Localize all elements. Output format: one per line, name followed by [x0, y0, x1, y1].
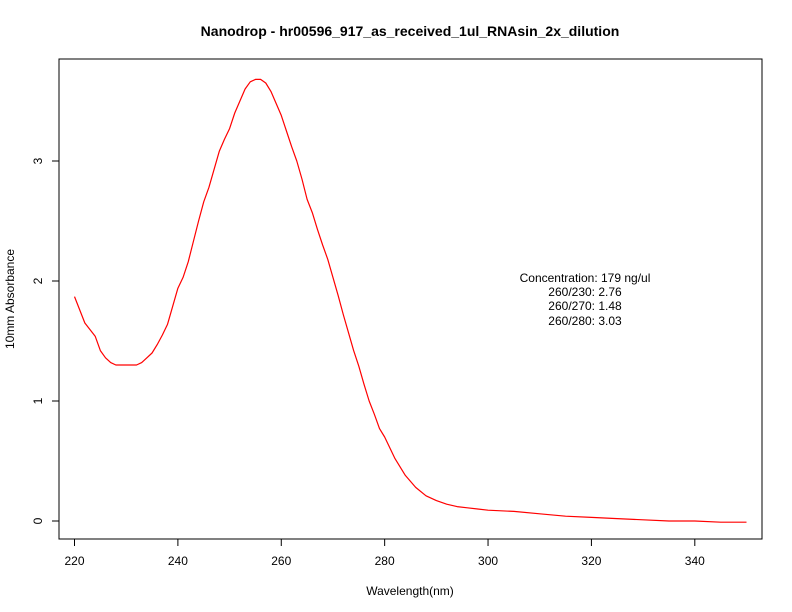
y-tick-label: 3 — [31, 157, 45, 164]
x-tick-label: 240 — [168, 554, 188, 568]
x-axis-label: Wavelength(nm) — [366, 584, 454, 598]
x-tick-label: 340 — [685, 554, 705, 568]
x-tick-label: 260 — [271, 554, 291, 568]
x-tick-label: 220 — [64, 554, 84, 568]
y-tick-label: 2 — [31, 277, 45, 284]
x-axis: 220 240 260 280 300 320 340 — [64, 538, 705, 568]
absorbance-series-line — [73, 78, 747, 523]
y-axis: 0 1 2 3 — [31, 157, 60, 524]
annotation-ratio-260-230: 260/230: 2.76 — [548, 285, 622, 299]
annotation-ratio-260-280: 260/280: 3.03 — [548, 314, 622, 328]
y-axis-label: 10mm Absorbance — [3, 249, 17, 349]
annotation-concentration: Concentration: 179 ng/ul — [520, 271, 651, 285]
y-tick-label: 1 — [31, 397, 45, 404]
annotation-ratio-260-270: 260/270: 1.48 — [548, 299, 622, 313]
x-tick-label: 320 — [581, 554, 601, 568]
x-tick-label: 280 — [375, 554, 395, 568]
plot-frame — [58, 58, 763, 540]
results-annotation: Concentration: 179 ng/ul 260/230: 2.76 2… — [520, 271, 651, 328]
x-tick-label: 300 — [478, 554, 498, 568]
chart-title: Nanodrop - hr00596_917_as_received_1ul_R… — [201, 23, 620, 39]
y-tick-label: 0 — [31, 517, 45, 524]
